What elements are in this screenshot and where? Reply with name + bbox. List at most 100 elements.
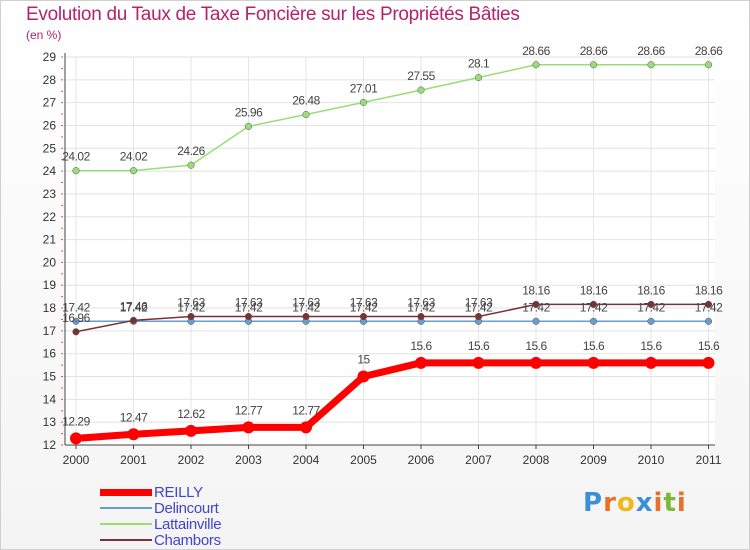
y-tick-label: 12 xyxy=(43,438,57,452)
legend-label-delincourt: Delincourt xyxy=(154,499,219,517)
data-label-lattainville: 28.1 xyxy=(468,57,490,71)
data-point-reilly xyxy=(702,356,715,369)
x-tick-label: 2010 xyxy=(638,453,665,467)
data-label-chambors: 18.16 xyxy=(695,283,723,297)
y-tick-label: 18 xyxy=(43,301,57,315)
data-point-reilly xyxy=(415,356,427,369)
data-label-lattainville: 25.96 xyxy=(235,105,263,119)
data-label-delincourt: 17.42 xyxy=(120,300,148,314)
data-label-chambors: 18.16 xyxy=(522,283,550,297)
data-point-lattainville xyxy=(244,122,253,130)
data-point-delincourt xyxy=(72,317,80,325)
data-label-chambors: 16.96 xyxy=(62,311,90,325)
data-label-lattainville: 28.66 xyxy=(695,44,723,58)
data-point-chambors xyxy=(187,312,195,321)
data-label-delincourt: 17.42 xyxy=(350,300,378,314)
logo-letter: x xyxy=(635,488,654,518)
legend-label-reilly: REILLY xyxy=(154,483,203,501)
proxiti-logo: Proxiti xyxy=(583,488,687,518)
data-point-chambors xyxy=(359,312,368,321)
data-label-delincourt: 17.42 xyxy=(522,300,550,314)
y-tick-label: 25 xyxy=(43,141,57,155)
y-tick-label: 17 xyxy=(43,324,57,338)
x-tick-label: 2001 xyxy=(120,453,147,467)
data-label-delincourt: 17.42 xyxy=(177,300,205,314)
data-label-delincourt: 17.42 xyxy=(695,300,723,314)
legend-swatch-chambors xyxy=(100,539,152,541)
x-tick-label: 2000 xyxy=(63,453,90,467)
data-point-delincourt xyxy=(532,317,540,325)
data-label-lattainville: 24.26 xyxy=(177,144,205,158)
logo-letter: r xyxy=(603,488,617,518)
legend-label-chambors: Chambors xyxy=(154,531,221,549)
data-point-lattainville xyxy=(187,161,195,169)
plot-area xyxy=(65,57,715,445)
legend-item-chambors: Chambors xyxy=(100,531,221,549)
data-label-lattainville: 28.66 xyxy=(637,44,665,58)
data-label-chambors: 17.63 xyxy=(235,296,263,310)
data-point-chambors xyxy=(129,316,138,324)
data-point-chambors xyxy=(532,300,540,308)
x-tick-label: 2004 xyxy=(293,453,320,467)
data-label-chambors: 17.63 xyxy=(350,296,378,310)
series-line-lattainville xyxy=(76,64,709,172)
data-point-reilly xyxy=(300,421,312,434)
data-point-lattainville xyxy=(359,98,368,106)
chart-title: Evolution du Taux de Taxe Foncière sur l… xyxy=(26,4,520,25)
data-label-delincourt: 17.42 xyxy=(407,300,435,314)
legend-label-lattainville: Lattainville xyxy=(154,515,222,533)
data-label-delincourt: 17.42 xyxy=(62,300,90,314)
y-tick-label: 14 xyxy=(43,392,57,406)
data-point-lattainville xyxy=(589,61,598,69)
x-tick-label: 2007 xyxy=(465,453,492,467)
data-label-chambors: 17.63 xyxy=(407,296,435,310)
data-point-reilly xyxy=(357,370,370,383)
y-tick-label: 16 xyxy=(43,347,57,361)
logo-letter: o xyxy=(616,488,636,518)
data-label-chambors: 18.16 xyxy=(580,283,608,297)
data-label-delincourt: 17.42 xyxy=(465,300,493,314)
series-line-chambors xyxy=(75,303,709,333)
data-label-delincourt: 17.42 xyxy=(637,300,665,314)
data-label-chambors: 18.16 xyxy=(637,283,665,297)
data-label-chambors: 17.63 xyxy=(465,296,493,310)
y-tick-label: 22 xyxy=(43,210,57,224)
data-label-reilly: 12.47 xyxy=(120,410,148,424)
chart-legend: REILLY Delincourt Lattainville Chambors xyxy=(100,483,222,549)
x-tick-label: 2008 xyxy=(523,453,550,467)
data-point-reilly xyxy=(587,356,600,369)
y-tick-label: 28 xyxy=(43,73,57,87)
data-point-delincourt xyxy=(589,317,598,325)
y-tick-label: 20 xyxy=(43,255,57,269)
x-tick-label: 2006 xyxy=(408,453,435,467)
data-label-delincourt: 17.42 xyxy=(235,300,263,314)
series-line-reilly xyxy=(75,359,709,442)
data-point-lattainville xyxy=(417,86,425,94)
data-point-reilly xyxy=(127,428,140,441)
legend-swatch-lattainville xyxy=(100,523,152,525)
data-point-chambors xyxy=(244,312,253,321)
data-label-delincourt: 17.42 xyxy=(292,300,320,314)
data-point-delincourt xyxy=(647,317,655,325)
data-label-lattainville: 28.66 xyxy=(522,44,550,58)
data-label-lattainville: 24.02 xyxy=(120,150,148,164)
data-label-lattainville: 27.01 xyxy=(350,81,378,95)
data-label-lattainville: 24.02 xyxy=(62,150,90,164)
data-label-reilly: 12.62 xyxy=(177,407,205,421)
data-label-reilly: 15.6 xyxy=(525,339,547,353)
data-point-lattainville xyxy=(647,61,655,69)
data-point-lattainville xyxy=(532,61,540,69)
data-point-lattainville xyxy=(72,167,80,175)
data-label-reilly: 12.77 xyxy=(292,403,320,417)
y-tick-label: 29 xyxy=(43,50,57,64)
data-label-lattainville: 28.66 xyxy=(580,44,608,58)
y-tick-label: 27 xyxy=(43,96,57,110)
data-point-lattainville xyxy=(129,167,138,175)
data-point-chambors xyxy=(72,328,80,336)
logo-letter: i xyxy=(676,488,687,518)
legend-item-reilly: REILLY xyxy=(100,483,221,501)
data-point-chambors xyxy=(417,312,425,321)
data-point-chambors xyxy=(589,300,598,308)
data-point-reilly xyxy=(185,424,197,437)
